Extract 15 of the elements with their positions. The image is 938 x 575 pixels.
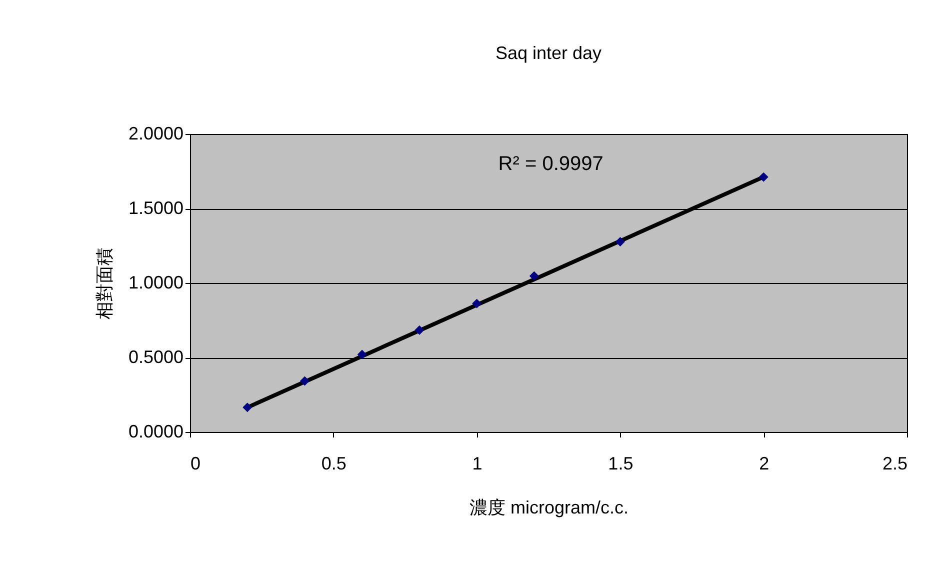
y-tick-label: 0.0000 xyxy=(128,422,184,442)
x-tick-label: 2 xyxy=(759,454,770,474)
x-axis-title: 濃度 microgram/c.c. xyxy=(469,498,629,518)
y-tick-label: 2.0000 xyxy=(128,124,184,144)
y-tick-label: 0.5000 xyxy=(128,347,184,367)
y-tick-label: 1.0000 xyxy=(128,272,184,292)
x-tick-label: 2.5 xyxy=(882,454,908,474)
x-tick-label: 0 xyxy=(190,454,201,474)
x-tick-label: 0.5 xyxy=(321,454,346,474)
x-tick-label: 1 xyxy=(472,454,482,474)
y-axis-title: 相對面積 xyxy=(94,248,114,320)
chart-title: Saq inter day xyxy=(495,43,602,63)
y-tick-label: 1.5000 xyxy=(128,198,184,218)
annotation: R² = 0.9997 xyxy=(498,152,604,175)
x-tick-label: 1.5 xyxy=(608,454,634,474)
